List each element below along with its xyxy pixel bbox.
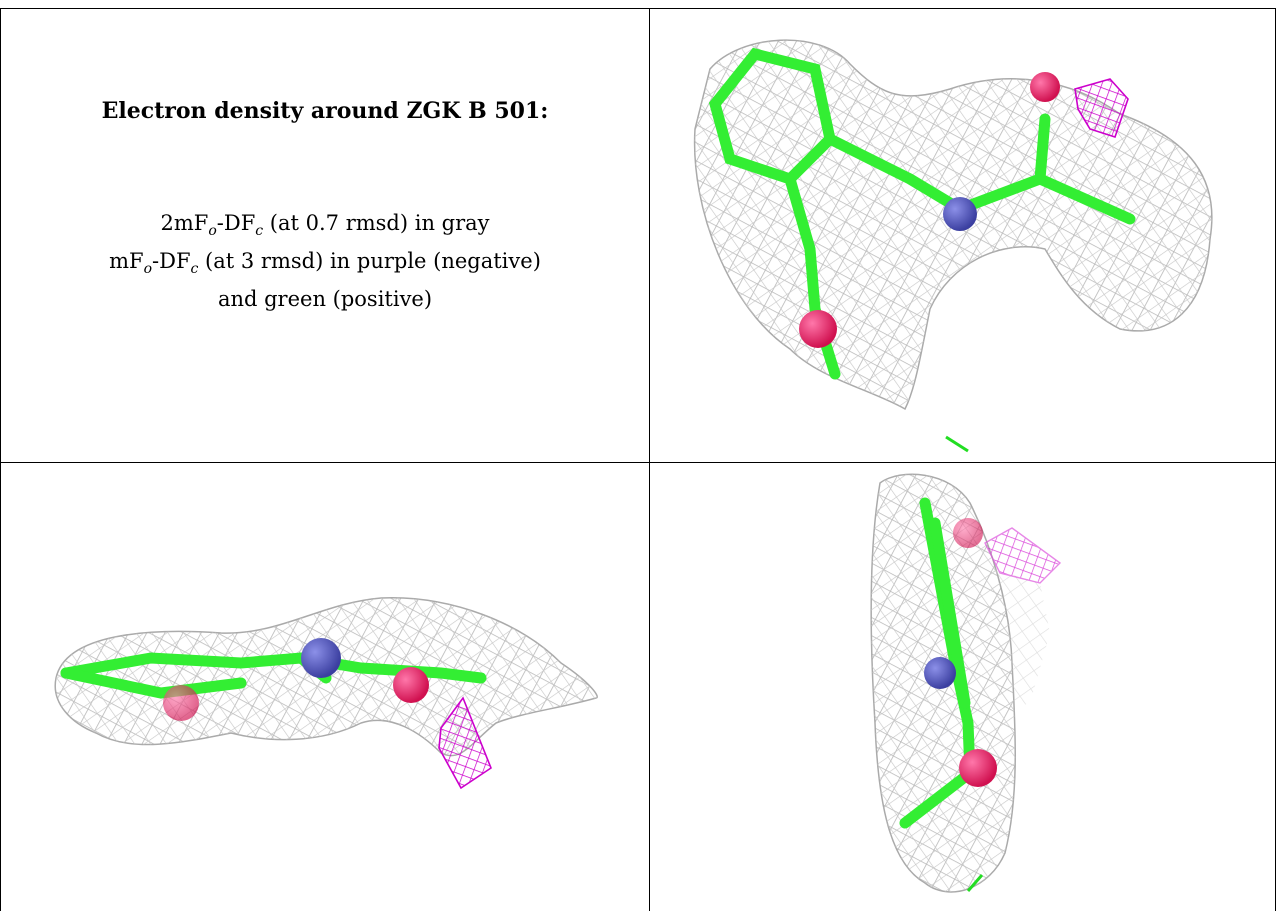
oxygen-atom (163, 685, 199, 721)
nitrogen-atom (943, 197, 977, 231)
oxygen-atom (799, 310, 837, 348)
legend-text: (at 0.7 rmsd) in gray (263, 211, 490, 235)
legend-line-2fofc: 2mFo-DFc (at 0.7 rmsd) in gray (1, 208, 649, 246)
mesh-positive (945, 435, 969, 453)
nitrogen-atom (924, 657, 956, 689)
oxygen-atom (393, 667, 429, 703)
table-divider-vertical (649, 8, 650, 911)
legend-line-fofc: mFo-DFc (at 3 rmsd) in purple (negative) (1, 246, 649, 284)
legend-subscript: c (255, 223, 264, 240)
density-view-bottom-right (650, 463, 1276, 911)
legend-text: 2mF (160, 211, 209, 235)
density-render (870, 473, 1062, 893)
legend-line-positive: and green (positive) (217, 287, 433, 312)
density-view-top-right (650, 9, 1276, 462)
mesh-negative (438, 696, 492, 790)
legend-cell: Electron density around ZGK B 501: 2mFo-… (1, 9, 649, 462)
table-border-left (0, 8, 1, 911)
legend-text: (at 3 rmsd) in purple (negative) (198, 249, 541, 274)
ligand-sticks (899, 497, 976, 829)
density-render (693, 39, 1213, 453)
nitrogen-atom (301, 638, 341, 678)
density-legend: 2mFo-DFc (at 0.7 rmsd) in gray mFo-DFc (… (1, 208, 649, 314)
mesh-negative (1074, 78, 1129, 139)
legend-subscript: c (190, 261, 199, 278)
oxygen-atom (953, 518, 983, 548)
legend-text: mF (109, 249, 144, 274)
legend-text: -DF (152, 249, 191, 274)
figure-title: Electron density around ZGK B 501: (101, 98, 549, 124)
legend-subscript: o (143, 261, 153, 278)
mesh-positive (966, 874, 984, 892)
legend-subscript: o (208, 223, 217, 240)
table-divider-horizontal (0, 462, 1276, 463)
density-view-bottom-left (1, 463, 649, 911)
oxygen-atom (1030, 72, 1060, 102)
mesh-negative (984, 527, 1062, 584)
oxygen-atom (959, 749, 997, 787)
table-border-top (0, 8, 1276, 9)
legend-text: -DF (216, 211, 256, 235)
density-render (54, 597, 598, 790)
